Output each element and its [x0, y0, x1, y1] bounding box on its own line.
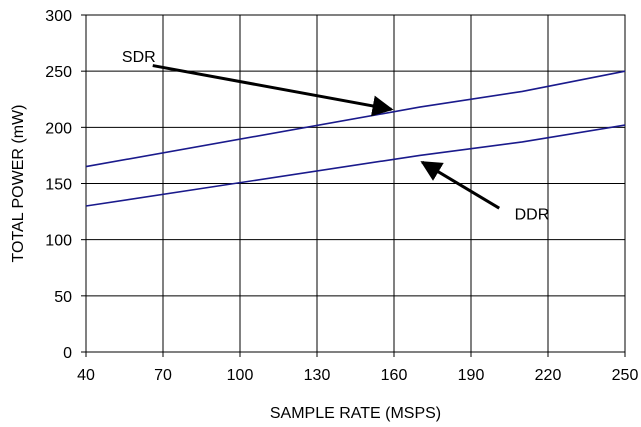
x-tick-label: 220	[535, 367, 562, 384]
x-tick-label: 190	[458, 367, 485, 384]
y-tick-label: 200	[45, 120, 72, 137]
annotation-arrow-ddr	[422, 162, 499, 208]
x-tick-label: 100	[227, 367, 254, 384]
y-tick-label: 250	[45, 64, 72, 81]
series-line-sdr	[86, 71, 625, 166]
y-tick-label: 100	[45, 233, 72, 250]
y-tick-label: 150	[45, 177, 72, 194]
annotation-arrow-sdr	[153, 66, 392, 110]
x-tick-label: 130	[304, 367, 331, 384]
x-tick-label: 250	[612, 367, 639, 384]
x-tick-label: 70	[154, 367, 172, 384]
annotation-label-sdr: SDR	[122, 49, 156, 66]
series-line-ddr	[86, 125, 625, 206]
y-axis-title: TOTAL POWER (mW)	[10, 105, 27, 263]
annotation-label-ddr: DDR	[515, 206, 550, 223]
annotations: SDR DDR	[122, 49, 549, 223]
x-tick-label: 160	[381, 367, 408, 384]
y-tick-label: 300	[45, 8, 72, 25]
x-axis-title: SAMPLE RATE (MSPS)	[270, 405, 441, 422]
y-tick-label: 0	[63, 345, 72, 362]
series-group	[86, 71, 625, 206]
grid	[86, 15, 625, 352]
x-tick-label: 40	[77, 367, 95, 384]
y-tick-label: 50	[54, 289, 72, 306]
